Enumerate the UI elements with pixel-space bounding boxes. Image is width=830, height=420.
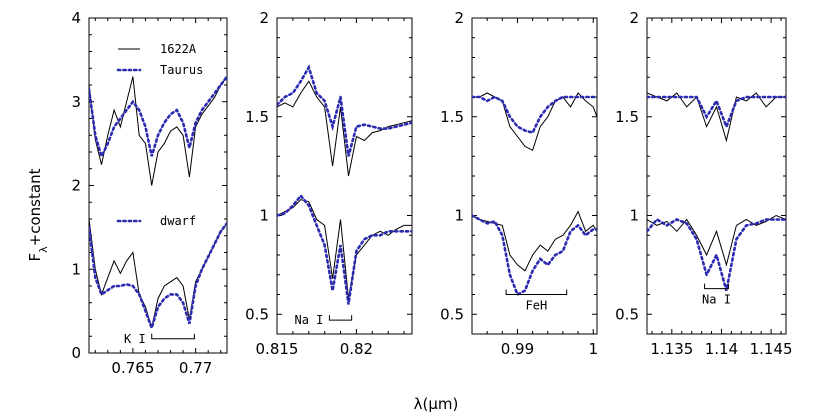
y-tick-label: 0 <box>71 344 81 362</box>
series-line-taurus <box>647 95 786 131</box>
legend-label-taurus: Taurus <box>160 63 203 77</box>
y-axis-label-sub: λ <box>37 246 50 253</box>
legend: 1622A Taurus dwarf <box>116 42 203 228</box>
y-axis-label-main: F <box>26 253 44 262</box>
series-line-1622a <box>89 76 227 186</box>
series-line-dwarf <box>647 217 786 291</box>
x-tick-label: 0.815 <box>256 340 299 358</box>
y-tick-label: 1.5 <box>245 108 269 126</box>
legend-label-1622a: 1622A <box>160 42 197 56</box>
y-tick-label: 1.5 <box>615 108 639 126</box>
y-tick-label: 2 <box>259 9 269 27</box>
legend-label-dwarf: dwarf <box>160 214 196 228</box>
y-tick-label: 2 <box>454 9 464 27</box>
y-tick-label: 1 <box>629 207 639 225</box>
y-tick-label: 0.5 <box>440 305 464 323</box>
line-marker-label: K I <box>124 332 146 346</box>
y-tick-label: 0.5 <box>615 305 639 323</box>
line-marker-label: FeH <box>526 299 548 313</box>
series-line-taurus <box>472 95 597 135</box>
panel-4: 0.5 1 1.5 2 1.135 1.14 1.145 Na I <box>615 9 792 358</box>
x-tick-label: 0.99 <box>501 340 534 358</box>
line-marker-bracket <box>151 333 195 340</box>
series-line-1622a <box>472 210 597 272</box>
y-tick-label: 1 <box>71 260 81 278</box>
series-line-1622a <box>277 80 412 177</box>
series-line-1622a <box>472 92 597 152</box>
x-tick-label: 0.82 <box>340 340 373 358</box>
panel-4-series <box>647 92 786 291</box>
y-tick-label: 0.5 <box>245 305 269 323</box>
y-tick-label: 2 <box>71 177 81 195</box>
series-line-dwarf <box>472 214 597 297</box>
series-line-1622a <box>647 214 786 267</box>
series-line-1622a <box>277 199 412 299</box>
line-marker-label: Na I <box>702 293 731 307</box>
y-tick-label: 1 <box>259 207 269 225</box>
line-marker-bracket <box>328 315 353 321</box>
panel-1-frame <box>88 17 228 354</box>
y-tick-label: 3 <box>71 93 81 111</box>
series-line-dwarf <box>277 193 412 305</box>
series-line-1622a <box>89 218 227 329</box>
line-marker-label: Na I <box>295 313 324 327</box>
panel-3-frame <box>471 17 598 335</box>
line-marker-bracket <box>704 283 729 290</box>
x-tick-label: 1 <box>588 340 598 358</box>
series-line-taurus <box>277 64 412 157</box>
panel-4-frame <box>646 17 787 335</box>
panel-3-series <box>472 92 597 297</box>
panel-2-frame <box>276 17 413 335</box>
y-tick-label: 4 <box>71 9 81 27</box>
x-tick-label: 1.135 <box>650 340 693 358</box>
panel-1: 0 1 2 3 4 0.765 0.77 K I <box>71 9 228 377</box>
y-axis-label-rest: +constant <box>26 168 44 246</box>
series-line-1622a <box>647 92 786 143</box>
x-tick-label: 1.145 <box>750 340 793 358</box>
line-marker-bracket <box>505 289 568 295</box>
panel-3: 0.5 1 1.5 2 0.99 1 FeH <box>440 9 598 358</box>
series-line-taurus <box>89 75 227 160</box>
series-line-dwarf <box>89 221 227 332</box>
panel-2-series <box>277 64 412 305</box>
x-tick-label: 0.77 <box>179 359 212 377</box>
x-tick-label: 1.14 <box>705 340 738 358</box>
panel-2: 0.5 1 1.5 2 0.815 0.82 Na I <box>245 9 413 358</box>
y-tick-label: 2 <box>629 9 639 27</box>
x-tick-label: 0.765 <box>111 359 154 377</box>
panel-1-series <box>89 75 227 332</box>
y-axis-label: Fλ+constant <box>26 168 50 261</box>
y-tick-label: 1 <box>454 207 464 225</box>
y-tick-label: 1.5 <box>440 108 464 126</box>
x-axis-label: λ(μm) <box>414 395 459 413</box>
